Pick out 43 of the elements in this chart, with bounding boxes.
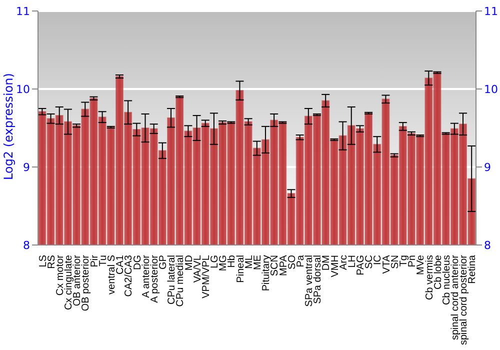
x-tick-label: Cb lobe [432,254,444,290]
x-tick-label: Pineal [235,255,246,283]
x-tick-label: DG [132,254,144,270]
x-tick-label: Pituitary [261,255,272,292]
x-tick-label: SN [390,255,401,269]
x-tick-label: LH [346,255,358,268]
x-tick-label: Arc [338,255,350,270]
y-tick-label: 10 [16,82,30,96]
x-tick-label: DM [321,255,332,271]
y2-tick-label: 10 [484,82,498,96]
x-tick-label: ME [252,254,264,270]
x-tick-label: A posterior [149,254,160,303]
x-tick-label: OB posterior [80,254,92,312]
x-tick-label: Retina [467,254,478,284]
x-tick-label: Tg [398,255,410,267]
x-tick-label: SCN [270,255,281,276]
x-tick-label: VTA [381,254,392,274]
x-tick-label: LS [38,254,49,268]
x-tick-label: CA2/CA3 [124,254,135,297]
x-tick-label: Tu [98,255,109,266]
x-tick-label: Pa [295,254,306,268]
x-tick-label: ML [244,254,255,269]
x-tick-label: Cb nucleus [441,255,452,306]
y-tick-label: 8 [23,238,30,252]
x-tick-label: VMH [330,255,341,278]
y2-tick-label: 8 [484,238,491,252]
x-tick-label: Pir [89,254,100,268]
x-tick-label: spinal cord posterior [458,254,470,346]
x-tick-label: CPu medial [175,255,186,307]
y-tick-label: 11 [16,4,30,18]
x-tick-label: MPA [278,254,290,276]
x-tick-label: ventral S [106,254,118,294]
y-tick-label: 9 [23,160,30,174]
x-tick-label: IC [372,255,384,265]
x-tick-label: MVe [416,254,427,276]
x-tick-label: SO [286,254,298,270]
y-axis-title: Log2 (expression) [1,73,16,180]
x-tick-label: Hb [226,254,238,268]
x-tick-label: RS [46,254,58,269]
y2-tick-label: 9 [484,160,491,174]
x-tick-label: A anterior [140,254,152,298]
y2-tick-label: 11 [484,4,498,18]
x-tick-label: VPM/VPL [200,254,212,298]
